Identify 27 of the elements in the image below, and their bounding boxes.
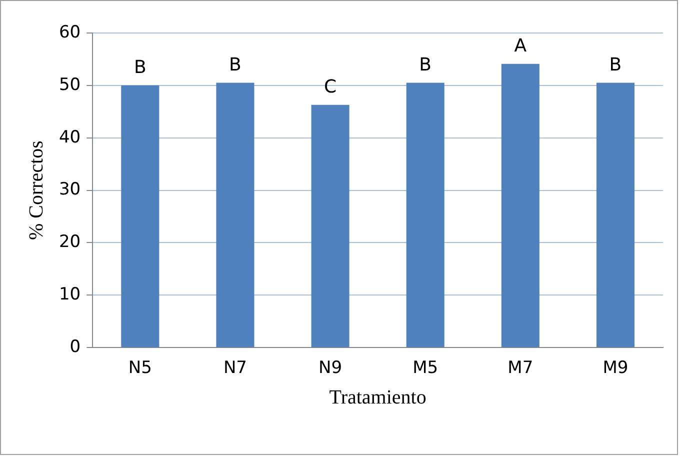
- y-tick-label: 0: [70, 337, 81, 358]
- annotation: C: [324, 76, 337, 98]
- bar: [216, 82, 254, 348]
- annotation: B: [609, 54, 622, 76]
- y-tick-label: 20: [58, 232, 81, 252]
- x-tick-label: N5: [128, 358, 152, 378]
- x-tick-label: M7: [508, 358, 534, 378]
- annotation: B: [419, 54, 432, 76]
- x-tick-label: N9: [318, 358, 342, 378]
- x-tick-label: M9: [602, 358, 628, 378]
- bar: [406, 82, 444, 348]
- x-axis-title: Tratamiento: [329, 386, 426, 408]
- y-tick-label: 60: [58, 22, 81, 42]
- y-tick-label: 50: [58, 74, 81, 95]
- y-axis-title: % Correctos: [25, 140, 48, 240]
- x-tick-label: N7: [223, 358, 247, 378]
- bar: [121, 85, 160, 348]
- x-tick-label: M5: [412, 358, 438, 378]
- y-tick-label: 30: [58, 180, 81, 200]
- annotation: A: [514, 36, 528, 57]
- bar: [501, 64, 540, 348]
- y-tick-label: 10: [58, 284, 81, 305]
- annotation: B: [229, 54, 242, 76]
- y-tick-label: 40: [58, 127, 81, 148]
- annotation: B: [134, 57, 146, 78]
- bar: [596, 82, 634, 348]
- bar: [311, 104, 350, 348]
